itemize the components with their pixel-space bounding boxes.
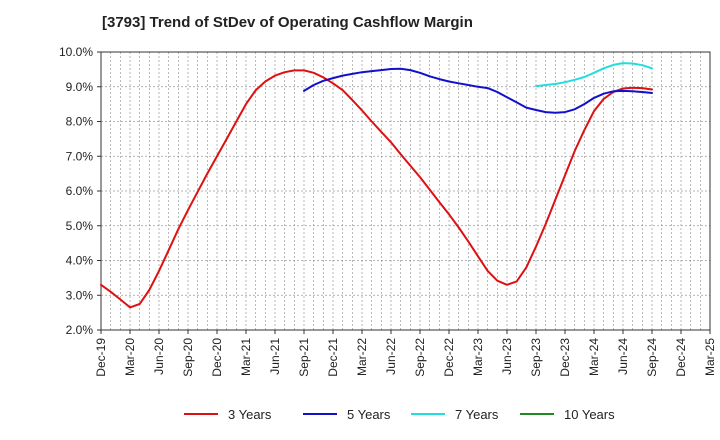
plot-border — [100, 51, 711, 331]
x-tick-label: Sep-24 — [645, 338, 659, 377]
legend-label: 7 Years — [455, 406, 499, 422]
x-tick-label: Sep-20 — [181, 338, 195, 377]
series-line-5-years — [303, 67, 653, 114]
y-tick-label: 3.0% — [66, 288, 94, 302]
x-tick-label: Dec-19 — [94, 338, 108, 377]
y-tick-label: 10.0% — [59, 45, 93, 59]
y-tick-label: 8.0% — [66, 115, 94, 129]
y-tick-label: 6.0% — [66, 184, 94, 198]
legend-label: 5 Years — [347, 406, 391, 422]
x-tick-label: Mar-21 — [239, 338, 253, 376]
x-tick-label: Dec-23 — [558, 338, 572, 377]
y-tick-label: 7.0% — [66, 149, 94, 163]
x-tick-label: Jun-21 — [268, 338, 282, 375]
legend-label: 3 Years — [228, 406, 272, 422]
series-line-7-years — [535, 62, 653, 88]
legend-swatch — [303, 413, 337, 415]
x-tick-label: Sep-22 — [413, 338, 427, 377]
x-tick-label: Dec-24 — [674, 338, 688, 377]
x-tick-label: Jun-24 — [616, 338, 630, 375]
legend: 3 Years 5 Years 7 Years 10 Years — [0, 402, 720, 426]
x-tick-label: Jun-23 — [500, 338, 514, 375]
x-tick-label: Mar-23 — [471, 338, 485, 376]
legend-item: 5 Years — [303, 402, 390, 426]
y-tick-label: 2.0% — [66, 323, 94, 337]
legend-item: 7 Years — [411, 402, 498, 426]
x-tick-label: Mar-20 — [123, 338, 137, 376]
legend-item: 3 Years — [184, 402, 271, 426]
x-tick-label: Sep-23 — [529, 338, 543, 377]
x-tick-label: Mar-25 — [703, 338, 717, 376]
chart-title: [3793] Trend of StDev of Operating Cashf… — [102, 14, 473, 31]
y-tick-label: 5.0% — [66, 219, 94, 233]
x-tick-label: Jun-20 — [152, 338, 166, 375]
x-tick-label: Mar-24 — [587, 338, 601, 376]
x-tick-label: Dec-20 — [210, 338, 224, 377]
y-tick-label: 4.0% — [66, 254, 94, 268]
legend-item: 10 Years — [520, 402, 615, 426]
x-tick-label: Dec-22 — [442, 338, 456, 377]
series-line-3-years — [100, 69, 653, 309]
legend-swatch — [520, 413, 554, 415]
x-tick-label: Dec-21 — [326, 338, 340, 377]
legend-swatch — [411, 413, 445, 415]
legend-label: 10 Years — [564, 406, 615, 422]
x-tick-label: Sep-21 — [297, 338, 311, 377]
y-tick-label: 9.0% — [66, 80, 94, 94]
x-tick-label: Jun-22 — [384, 338, 398, 375]
x-tick-label: Mar-22 — [355, 338, 369, 376]
legend-swatch — [184, 413, 218, 415]
